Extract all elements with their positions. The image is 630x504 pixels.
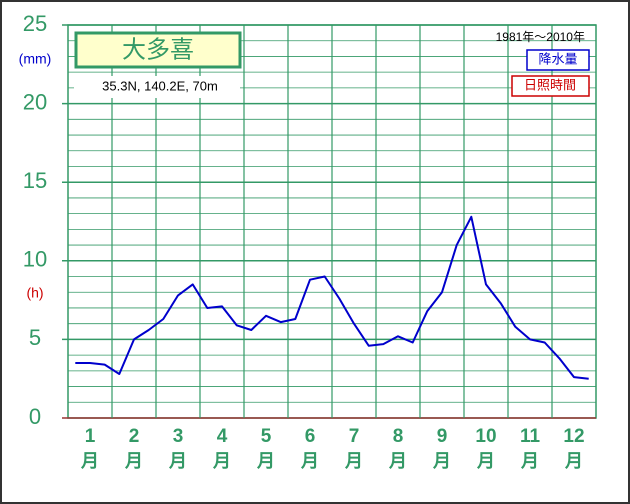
x-tick-label: 7	[349, 426, 360, 447]
x-tick-label: 1	[85, 426, 96, 447]
legend-label: 日照時間	[524, 77, 576, 92]
y-tick-label: 5	[29, 325, 41, 350]
x-unit: 月	[256, 451, 275, 471]
series-line	[75, 215, 589, 380]
x-tick-label: 8	[393, 426, 404, 447]
x-unit: 月	[168, 451, 187, 471]
legend-label: 降水量	[538, 51, 577, 66]
y-unit: (mm)	[19, 51, 52, 67]
legend-box	[511, 75, 590, 97]
x-tick-label: 10	[475, 426, 496, 447]
period: 1981年～2010年	[496, 30, 585, 44]
x-tick-label: 4	[217, 426, 228, 447]
legend-box	[526, 49, 590, 71]
x-unit: 月	[432, 451, 451, 471]
x-tick-label: 2	[129, 426, 140, 447]
subtitle-box	[74, 76, 240, 98]
title-box	[74, 31, 242, 69]
x-unit: 月	[344, 451, 363, 471]
y-tick-label: 10	[23, 247, 47, 272]
x-unit: 月	[80, 451, 99, 471]
x-tick-label: 11	[520, 426, 541, 447]
y-tick-label: 25	[23, 11, 47, 36]
x-unit: 月	[212, 451, 231, 471]
y-tick-label: 0	[29, 404, 41, 429]
x-unit: 月	[388, 451, 407, 471]
x-unit: 月	[300, 451, 319, 471]
x-tick-label: 3	[173, 426, 184, 447]
y-tick-label: 20	[23, 89, 47, 114]
y-tick-label: 15	[23, 168, 47, 193]
marks	[75, 215, 589, 380]
x-unit: 月	[124, 451, 143, 471]
x-tick-label: 6	[305, 426, 316, 447]
chart-title: 大多喜	[122, 36, 194, 63]
subtitle: 35.3N, 140.2E, 70m	[102, 78, 218, 93]
x-tick-label: 5	[261, 426, 272, 447]
y-unit: (h)	[26, 285, 43, 301]
x-tick-label: 12	[563, 426, 584, 447]
x-unit: 月	[564, 451, 583, 471]
x-unit: 月	[476, 451, 495, 471]
x-unit: 月	[520, 451, 539, 471]
x-tick-label: 9	[437, 426, 448, 447]
